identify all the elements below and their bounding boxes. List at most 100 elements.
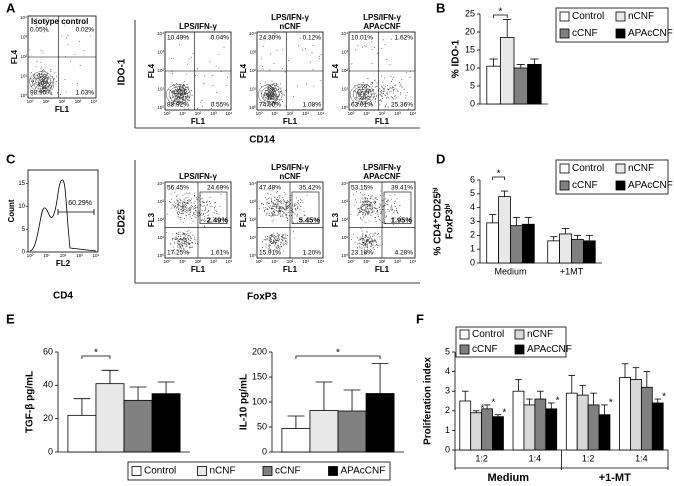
log-tick-label: 10⁰ <box>20 93 27 98</box>
density-contour <box>266 91 274 98</box>
y-tick-label: 5 <box>22 227 26 233</box>
legend-swatch <box>459 344 470 355</box>
legend-label: APAcCNF <box>341 466 386 477</box>
significance-star: * <box>662 392 666 403</box>
log-tick-label: 10³ <box>210 111 217 116</box>
quadrant-percent: 1.08% <box>303 102 322 109</box>
y-tick-label: 6 <box>470 174 475 184</box>
y-axis-label: TGF-β pg/mL <box>25 371 36 433</box>
y-tick-label: 20 <box>465 26 475 36</box>
legend-swatch <box>559 180 570 191</box>
axis-label: FL3 <box>239 212 248 227</box>
quadrant-percent: 35.42% <box>299 185 321 192</box>
log-tick-label: 10⁰ <box>348 111 355 116</box>
legend-label: APAcCNF <box>628 28 673 39</box>
log-tick-label: 10¹ <box>249 235 256 240</box>
log-tick-label: 10⁰ <box>249 105 256 110</box>
log-tick-label: 10² <box>60 253 67 258</box>
log-tick-label: 10¹ <box>157 87 164 92</box>
density-contour <box>349 84 375 105</box>
quadrant-percent: 88.92% <box>167 102 189 109</box>
legend-label: nCNF <box>210 466 236 477</box>
log-tick-label: 10³ <box>302 111 309 116</box>
legend-box <box>455 326 567 358</box>
significance-star: * <box>481 403 485 414</box>
quadrant-percent: 0.55% <box>211 102 230 109</box>
log-tick-label: 10² <box>249 68 256 73</box>
plot-title: Isotype control <box>31 17 88 26</box>
bar <box>510 225 523 264</box>
axis-label: FL3 <box>147 212 156 227</box>
log-tick-label: 10² <box>195 259 202 264</box>
significance-star: * <box>498 7 502 18</box>
gate-percent: 1.95% <box>391 216 413 225</box>
log-tick-label: 10¹ <box>249 87 256 92</box>
log-tick-label: 10⁴ <box>341 181 348 186</box>
quadrant-percent: 23.18% <box>351 250 373 257</box>
bar <box>534 398 547 451</box>
log-tick-label: 10⁴ <box>341 31 348 36</box>
quadrant-percent: 63.01% <box>351 102 373 109</box>
significance-star: * <box>336 348 340 359</box>
gate-percent: 60.29% <box>68 200 92 207</box>
legend-label: nCNF <box>628 11 654 22</box>
log-tick-label: 10⁴ <box>410 259 417 264</box>
bar <box>67 414 97 453</box>
plot-title: LPS/IFN-γ <box>179 172 217 181</box>
gate <box>199 191 228 224</box>
legend-label: cCNF <box>572 180 598 191</box>
legend-label: nCNF <box>628 163 654 174</box>
log-tick-label: 10³ <box>394 259 401 264</box>
legend-box <box>555 7 669 43</box>
log-tick-label: 10³ <box>76 253 83 258</box>
y-tick-label: 20 <box>43 413 53 423</box>
y-tick-label: 150 <box>252 371 267 381</box>
log-tick-label: 10² <box>20 54 27 59</box>
legend-box <box>127 461 391 481</box>
log-tick-label: 10⁰ <box>341 105 348 110</box>
bar <box>587 404 600 451</box>
log-tick-label: 10² <box>341 68 348 73</box>
legend-swatch <box>459 329 470 340</box>
y-tick-label: 50 <box>257 421 267 431</box>
panel-label: B <box>436 0 445 15</box>
legend-swatch <box>559 28 570 39</box>
axis-label: FL1 <box>191 117 206 126</box>
y-tick-label: 2 <box>470 230 475 240</box>
x-title: CD4 <box>53 291 73 302</box>
gate-percent: 5.45% <box>299 216 321 225</box>
bar <box>470 412 483 451</box>
log-tick-label: 10² <box>287 111 294 116</box>
log-tick-label: 10³ <box>20 35 27 40</box>
log-tick-label: 10² <box>249 217 256 222</box>
log-tick-label: 10¹ <box>363 259 370 264</box>
log-tick-label: 10³ <box>249 199 256 204</box>
bar <box>481 408 493 451</box>
group-label: +1-MT <box>599 472 631 484</box>
bar <box>523 404 536 451</box>
plot-title: LPS/IFN-γ <box>363 163 401 172</box>
legend-label: cCNF <box>472 344 498 355</box>
histogram-curve <box>29 179 97 252</box>
log-tick-label: 10² <box>157 217 164 222</box>
bar <box>619 377 631 451</box>
log-tick-label: 10⁰ <box>27 99 34 104</box>
axis-label: FL2 <box>56 259 71 268</box>
significance-bracket <box>295 355 381 359</box>
quadrant-percent: 39.41% <box>391 185 413 192</box>
quadrant-percent: 98.90% <box>30 90 52 97</box>
legend-swatch <box>131 466 142 476</box>
event-dots <box>350 190 401 254</box>
plot-title: LPS/IFN-γ <box>271 13 309 22</box>
y-axis-label: Proliferation index <box>423 357 434 445</box>
log-tick-label: 10¹ <box>179 259 186 264</box>
log-tick-label: 10¹ <box>179 111 186 116</box>
log-tick-label: 10⁰ <box>164 259 171 264</box>
plot-title: APAcCNF <box>363 22 400 31</box>
quadrant-percent: 24.69% <box>207 185 229 192</box>
y-tick-label: 5 <box>470 188 475 198</box>
significance-bracket <box>493 14 508 18</box>
log-tick-label: 10⁴ <box>226 259 233 264</box>
